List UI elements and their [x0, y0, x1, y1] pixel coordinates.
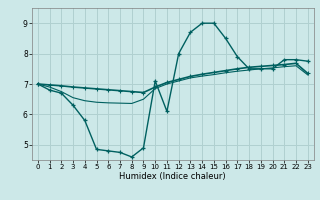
- X-axis label: Humidex (Indice chaleur): Humidex (Indice chaleur): [119, 172, 226, 181]
